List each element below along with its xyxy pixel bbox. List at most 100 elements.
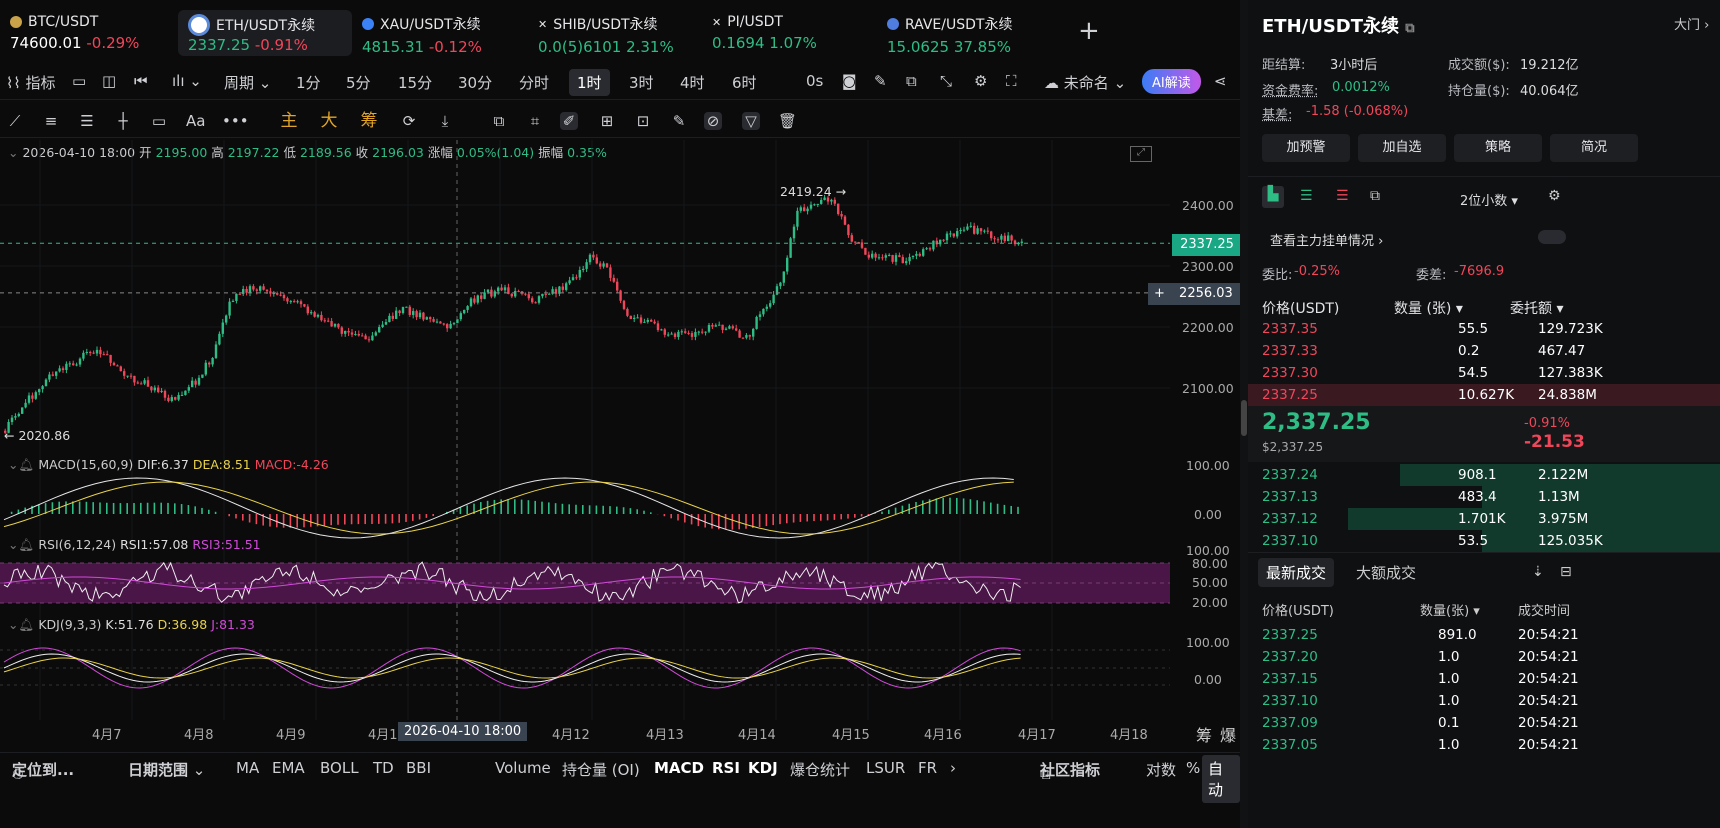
sub-kdj[interactable]: KDJ [748,759,778,777]
book-asks-icon[interactable]: ☰ [1336,188,1349,204]
period-dropdown[interactable]: 周期 ⌄ [224,74,272,92]
expand-icon[interactable]: ⤢ [1130,146,1152,162]
filter-icon[interactable]: ⊟ [1560,564,1572,580]
sub-fr[interactable]: FR [918,759,938,777]
tab-large-trades[interactable]: 大额成交 [1356,564,1417,582]
strategy-button[interactable]: 策略 [1454,134,1542,162]
bell-icon[interactable]: 🔔︎ [18,537,35,552]
big-order-button[interactable]: 大 [320,111,338,131]
tab-eth[interactable]: ETH/USDT永续 2337.25 -0.91% [178,10,352,56]
text-icon[interactable]: Aa [186,112,206,130]
collapse-icon[interactable]: ⌄ [8,457,19,472]
bid-row[interactable]: 2337.13 483.4 1.13M [1248,486,1720,508]
sub-lsur[interactable]: LSUR [866,759,906,777]
ind-ema[interactable]: EMA [272,759,305,777]
book-popout-icon[interactable]: ⧉ [1370,188,1380,204]
camera-icon[interactable]: ◙ [842,72,857,90]
book-both-icon[interactable]: ▙ [1262,186,1284,208]
sub-rsi[interactable]: RSI [712,759,740,777]
chevron-right-icon[interactable]: › [950,759,956,777]
add-tab-icon[interactable]: + [1078,16,1100,46]
interval-1h[interactable]: 1时 [569,69,610,96]
plus-icon[interactable]: + [1154,286,1165,301]
snap-icon[interactable]: ⊘ [704,112,722,130]
auto-toggle[interactable]: 自动 [1202,755,1240,803]
community-indicator-button[interactable]: ⧉ 社区指标 [1040,761,1101,783]
collapse-icon[interactable]: ⌄ [8,537,19,552]
bell-icon[interactable]: 🔔︎ [18,457,35,472]
interval-6h[interactable]: 6时 [732,74,757,92]
bid-row[interactable]: 2337.24 908.1 2.122M [1248,464,1720,486]
interval-4h[interactable]: 4时 [680,74,705,92]
sub-oi[interactable]: 持仓量 (OI) [562,761,640,779]
sub-liquidation[interactable]: 爆仓统计 [790,761,851,779]
layout-dropdown[interactable]: ☁ 未命名 ⌄ [1044,74,1127,92]
share-icon[interactable]: ⋖ [1214,72,1227,90]
alert-button[interactable]: 加预警 [1262,134,1350,162]
chip-toggle[interactable]: 筹 [1196,726,1213,745]
settings-icon[interactable]: ⚙ [974,72,988,90]
interval-3h[interactable]: 3时 [629,74,654,92]
interval-30m[interactable]: 30分 [458,74,493,92]
sub-volume[interactable]: Volume [495,759,551,777]
interval-1m[interactable]: 1分 [296,74,321,92]
overview-button[interactable]: 简况 [1550,134,1638,162]
locate-button[interactable]: ⏲ 定位到... [12,761,75,783]
settings-icon[interactable]: ⚙ [1548,188,1561,204]
trash-icon[interactable]: 🗑 [778,112,798,130]
watchlist-button[interactable]: 加自选 [1358,134,1446,162]
tab-latest-trades[interactable]: 最新成交 [1258,558,1335,587]
main-force-button[interactable]: 主 [280,111,298,131]
funding-label[interactable]: 资金费率: [1262,84,1319,99]
sync-icon[interactable]: ⟳ [402,112,416,130]
edit-icon[interactable]: ✎ [672,112,686,130]
liquidation-toggle[interactable]: 爆 [1220,726,1237,745]
ask-row[interactable]: 2337.30 54.5 127.383K [1248,362,1720,384]
collapse-handle[interactable] [1241,400,1247,436]
gate-link[interactable]: 大门 › [1674,18,1710,33]
col-qty[interactable]: 数量 (张) ▾ [1394,301,1463,317]
rect-icon[interactable]: ▭ [151,112,167,130]
ind-td[interactable]: TD [373,759,394,777]
bid-row[interactable]: 2337.12 1.701K 3.975M [1248,508,1720,530]
log-toggle[interactable]: 对数 [1146,761,1177,779]
tab-shib[interactable]: ✕ SHIB/USDT永续 0.0(5)6101 2.31% [528,10,698,56]
ai-button[interactable]: AI解读 [1142,69,1201,94]
ask-row[interactable]: 2337.25 10.627K 24.838M [1248,384,1720,406]
more-icon[interactable]: ••• [222,112,249,130]
percent-toggle[interactable]: % [1186,759,1201,777]
magnet-icon[interactable]: ✐ [560,112,578,130]
ind-boll[interactable]: BOLL [320,759,359,777]
lock-icon[interactable]: ⊡ [636,112,650,130]
hlines-icon[interactable]: ≡ [44,112,58,130]
pen-icon[interactable]: ✎ [874,72,887,90]
basis-label[interactable]: 基差: [1262,108,1293,123]
sort-icon[interactable]: ⇣ [1532,564,1544,580]
interval-timeshare[interactable]: 分时 [519,74,550,92]
collapse-icon[interactable]: ⌄ [8,617,19,632]
book-bids-icon[interactable]: ☰ [1300,188,1313,204]
collapse-icon[interactable]: ⌄ [8,145,19,160]
copy-icon[interactable]: ⧉ [493,112,505,130]
bid-row[interactable]: 2337.10 53.5 125.035K [1248,530,1720,552]
decimals-dropdown[interactable]: 2位小数 ▾ [1460,194,1518,209]
interval-5m[interactable]: 5分 [346,74,371,92]
bell-icon[interactable]: 🔔︎ [18,617,35,632]
chart-area[interactable]: ⌄ 2026-04-10 18:00 开 2195.00 高 2197.22 低… [0,140,1242,720]
ind-bbi[interactable]: BBI [406,759,432,777]
date-range-dropdown[interactable]: 日期范围 ⌄ [128,761,206,779]
trendline-icon[interactable]: ⟋ [9,112,21,130]
panel-divider[interactable] [1240,0,1248,828]
filter-icon[interactable]: ▽ [742,112,760,130]
external-link-icon[interactable]: ⧉ [906,72,917,90]
ask-row[interactable]: 2337.33 0.2 467.47 [1248,340,1720,362]
fullscreen-compress-icon[interactable]: ⤡ [940,72,953,90]
interval-15m[interactable]: 15分 [398,74,433,92]
split-icon[interactable]: ◫ [102,72,117,90]
indicator-button[interactable]: ⌇⌇ 指标 [6,74,56,92]
pattern-icon[interactable]: ⊞ [600,112,614,130]
measure-icon[interactable]: ⌗ [530,112,540,130]
col-amount[interactable]: 委托额 ▾ [1510,301,1564,317]
tab-btc[interactable]: BTC/USDT 74600.01 -0.29% [0,10,170,56]
fullscreen-icon[interactable]: ⛶ [1006,72,1017,90]
